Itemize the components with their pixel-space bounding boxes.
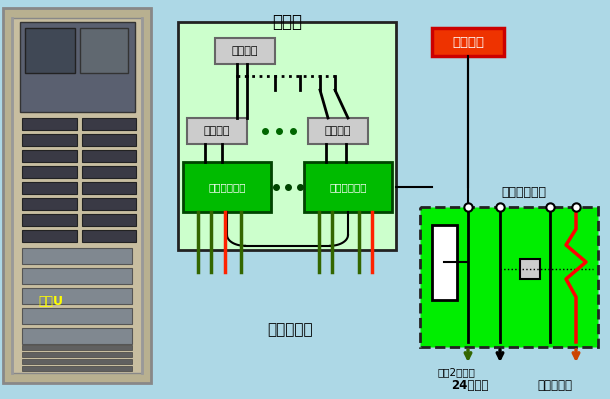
Bar	[82, 150, 136, 162]
Text: 制御ユニット: 制御ユニット	[501, 186, 547, 199]
Text: 外部信号: 外部信号	[452, 36, 484, 49]
Bar	[22, 352, 132, 357]
Bar	[82, 214, 136, 226]
Text: 床下配線へ: 床下配線へ	[267, 322, 313, 337]
Text: ブレーカ: ブレーカ	[325, 126, 351, 136]
Bar	[22, 248, 132, 264]
Bar	[82, 118, 136, 130]
Text: 制御ユニット: 制御ユニット	[208, 182, 246, 192]
Bar	[432, 225, 457, 300]
Bar	[12, 18, 142, 373]
Bar	[22, 166, 77, 178]
Bar	[187, 118, 247, 144]
Bar	[22, 328, 132, 344]
Text: ブレーカ: ブレーカ	[204, 126, 230, 136]
Bar	[25, 28, 75, 73]
Text: 24時間系: 24時間系	[451, 379, 489, 392]
Bar	[22, 198, 77, 210]
Text: 制御ユニット: 制御ユニット	[329, 182, 367, 192]
Bar	[22, 308, 132, 324]
Bar	[215, 38, 275, 64]
Bar	[178, 22, 396, 250]
Bar	[432, 28, 504, 56]
Bar	[22, 268, 132, 284]
Bar	[22, 366, 132, 371]
Bar	[22, 345, 132, 350]
Bar	[82, 230, 136, 242]
Text: 制御U: 制御U	[38, 295, 63, 308]
Bar	[80, 28, 128, 73]
Bar	[20, 22, 135, 112]
Bar	[22, 150, 77, 162]
Bar	[82, 134, 136, 146]
Text: フル2線信号: フル2線信号	[438, 367, 476, 377]
Bar	[183, 162, 271, 212]
Bar	[22, 182, 77, 194]
Bar	[82, 166, 136, 178]
Bar	[82, 182, 136, 194]
Bar	[22, 359, 132, 364]
Bar	[22, 214, 77, 226]
Bar	[22, 288, 132, 304]
Bar	[82, 198, 136, 210]
Bar	[22, 230, 77, 242]
Text: ブレーカ: ブレーカ	[232, 46, 258, 56]
Bar	[22, 118, 77, 130]
Text: 分電盤: 分電盤	[272, 13, 302, 31]
Bar	[520, 259, 540, 279]
Bar	[3, 8, 151, 383]
Bar	[308, 118, 368, 144]
Text: 執務時間系: 執務時間系	[537, 379, 573, 392]
Bar	[304, 162, 392, 212]
Bar	[22, 134, 77, 146]
Bar	[420, 207, 598, 347]
